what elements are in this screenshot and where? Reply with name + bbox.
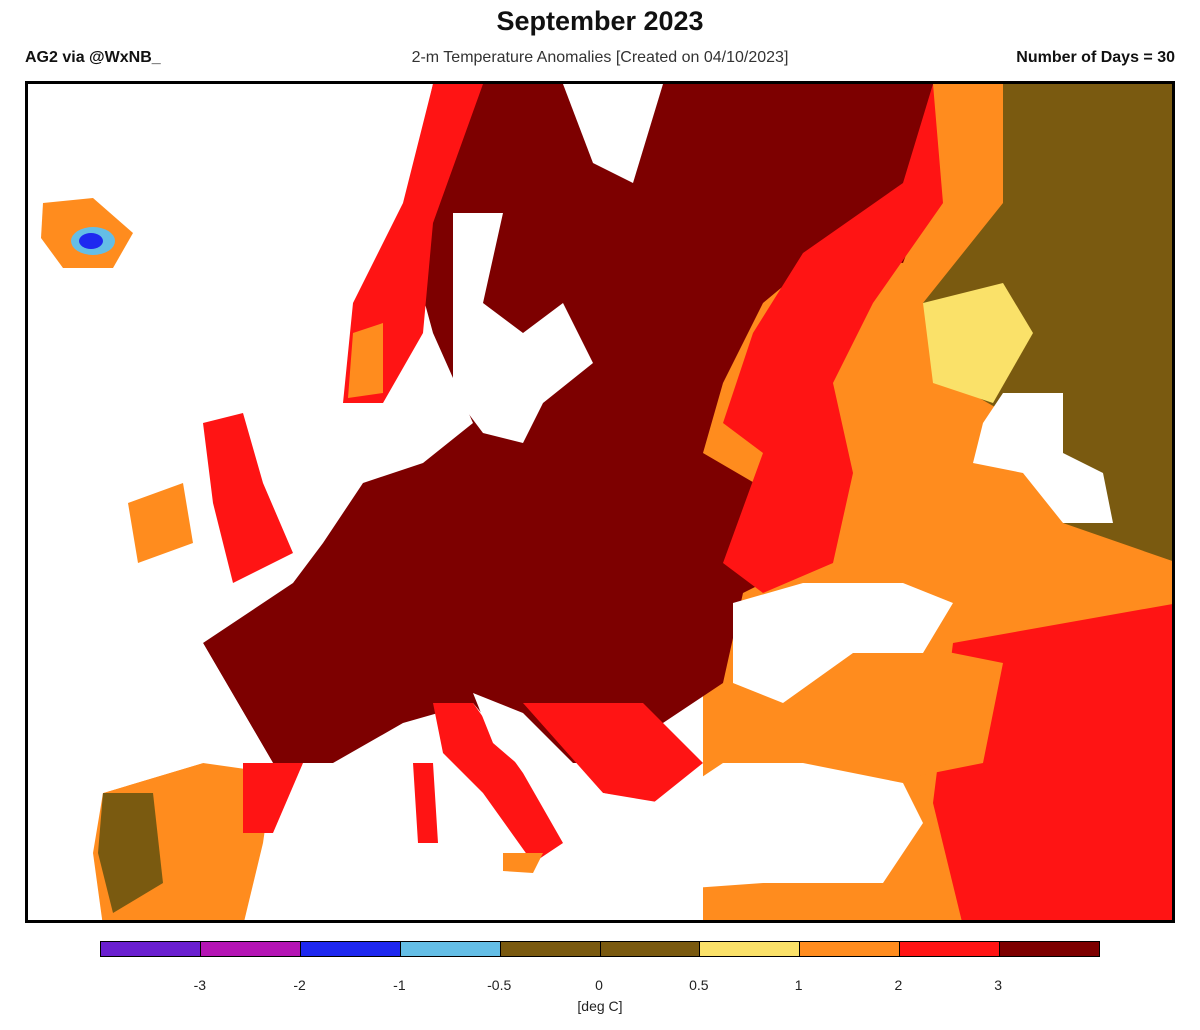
sea-white [563, 84, 663, 183]
island-sicily [503, 853, 543, 873]
colorbar-swatch [700, 942, 801, 956]
region-iberia-brown [98, 793, 163, 913]
source-label: AG2 via @WxNB_ [25, 49, 161, 66]
sea-baltic [453, 213, 593, 443]
colorbar-swatch [400, 942, 501, 956]
region-red-norway [343, 84, 483, 403]
region-italy [433, 703, 563, 863]
sea-adriatic [473, 693, 603, 803]
colorbar-tick: -2 [293, 977, 306, 993]
colorbar-swatch [1000, 942, 1100, 956]
sea-atlantic-biscay [28, 643, 273, 793]
region-orange-norway [348, 323, 383, 398]
sea-caspian [973, 393, 1113, 523]
sea-mediterranean [244, 763, 923, 920]
colorbar-swatch [101, 942, 201, 956]
days-label: Number of Days = 30 [1016, 49, 1175, 66]
colorbar-swatch [500, 942, 601, 956]
island-corsica-sardinia [413, 763, 438, 843]
region-spain-red [243, 763, 303, 833]
map-title: September 2023 [496, 6, 704, 36]
map-graphic [28, 84, 1172, 920]
colorbar-tick: 2 [894, 977, 903, 993]
colorbar-tick: -1 [393, 977, 406, 993]
colorbar-tick: 1 [794, 977, 803, 993]
region-darkred [203, 84, 933, 763]
region-yellow-east [923, 283, 1033, 403]
anomaly-map [25, 81, 1175, 923]
region-red-russia [723, 84, 943, 593]
colorbar [100, 941, 1100, 957]
colorbar-swatch [600, 942, 701, 956]
region-brown-east [923, 84, 1172, 561]
region-uk [203, 413, 293, 583]
subtitle: 2-m Temperature Anomalies [Created on 04… [411, 49, 789, 66]
region-ireland [128, 483, 193, 563]
colorbar-tick: 0.5 [689, 977, 709, 993]
colorbar-tick: 3 [994, 977, 1003, 993]
colorbar-unit: [deg C] [577, 998, 623, 1014]
region-balkan-red [523, 703, 703, 803]
colorbar-swatch [900, 942, 1001, 956]
colorbar-tick: -0.5 [487, 977, 512, 993]
colorbar-swatch [200, 942, 301, 956]
colorbar-swatch [300, 942, 401, 956]
sea-black [733, 583, 953, 703]
colorbar-tick: 0 [595, 977, 603, 993]
colorbar-tick: -3 [193, 977, 207, 993]
colorbar-swatch [800, 942, 901, 956]
